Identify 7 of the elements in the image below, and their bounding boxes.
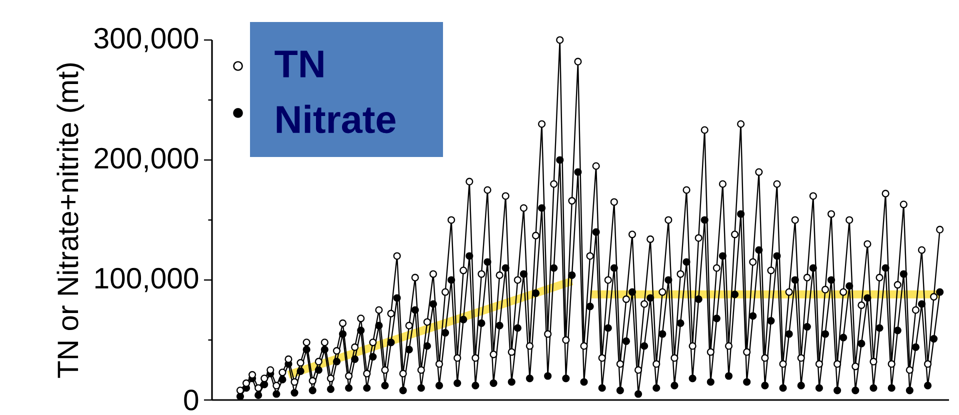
y-tick-label: 0 xyxy=(184,390,198,410)
y-tick-label: 300,000 xyxy=(94,28,198,52)
y-tick-label: 100,000 xyxy=(95,268,198,292)
legend-label: TN xyxy=(274,50,324,78)
y-tick-label: 200,000 xyxy=(94,148,198,172)
legend-label: Nitrate xyxy=(276,104,396,134)
y-axis-title: TN or Nitrate+nitrite (mt) xyxy=(56,63,84,378)
